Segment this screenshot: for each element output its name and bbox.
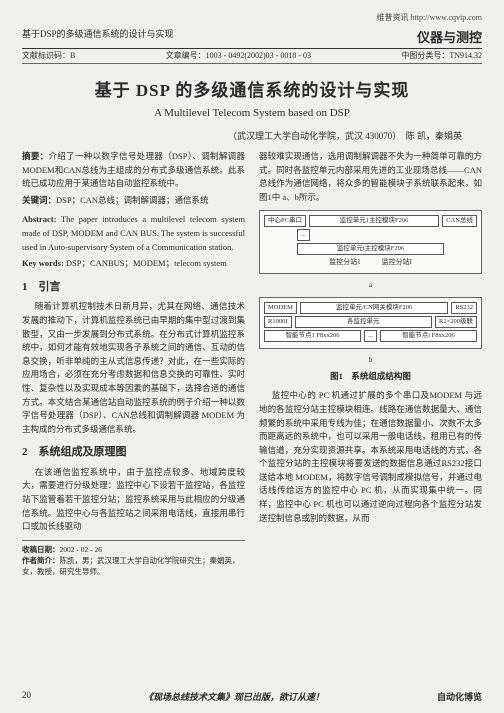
page-footer: 20 《现场总线技术文集》现已出版，欲订从速！ 自动化博览 [22,690,482,703]
article-meta: 文献标识码：B 文章编号：1003 - 0492(2002)03 - 0018 … [22,50,482,64]
diag-a-dots: ... [297,229,310,241]
footer-promo: 《现场总线技术文集》现已出版，欲订从速！ [144,690,324,703]
journal-section: 仪器与测控 [417,27,482,46]
article-footer-info: 收稿日期：2002 - 02 - 26 作者简介：陈凯，男；武汉理工大学自动化学… [22,540,245,578]
doc-code: 文献标识码：B [22,50,75,61]
section-2-heading: 2 系统组成及原理图 [22,444,245,462]
keywords-cn: 关键词：DSP；CAN总线；调制解调器；通信系统 [22,194,245,208]
section-1-heading: 1 引言 [22,279,245,297]
article-title-en: A Multilevel Telecom System based on DSP [22,107,482,119]
col2-para-2: 监控中心的 PC 机通过扩展的多个串口及MODEM 与远地的各监控分站主控模块相… [259,389,482,525]
keywords-en: Key words: DSP；CANBUS；MODEM；telecom syst… [22,257,245,271]
page-header: 基于DSP的多级通信系统的设计与实现 仪器与测控 [22,27,482,49]
figure-1-b: MODEM 监控单元/CN网关模块F206 RS232 R1000I 各监控单元… [259,297,482,348]
article-number: 文章编号：1003 - 0492(2002)03 - 0018 - 03 [166,50,311,61]
diag-b-r2: R2×200级联 [435,316,477,328]
section-2-body: 在该通信监控系统中，由于监控点较多、地域跨度较大，需要进行分级处理：监控中心下设… [22,466,245,534]
source-url: 维普资讯 http://www.cqvip.com [22,12,482,23]
right-column: 器较难实现通信，选用调制解调器不失为一种简单可靠的方式。同时各监控单元内部采用先… [259,150,482,578]
diag-b-node1: 智能节点1 F8xx206 [264,330,361,342]
col2-para-1: 器较难实现通信，选用调制解调器不失为一种简单可靠的方式。同时各监控单元内部采用先… [259,150,482,204]
diag-a-can: CAN总线 [442,215,477,227]
diag-a-bottom: 监控分站1 监控分站I [264,257,477,268]
abstract-en: Abstract: The paper introduces a multile… [22,213,245,254]
authors-line: （武汉理工大学自动化学院，武汉 430070） 陈 凯，秦娟英 [22,129,482,142]
section-1-body: 随着计算机控制技术日新月异，尤其在网络、通信技术发展的推动下，计算机监控系统已由… [22,300,245,436]
diag-a-unit1: 监控单元1主控模块F206 [309,215,439,227]
figure-1-caption: 图1 系统组成结构图 [259,370,482,384]
diagram-a-label: a [259,280,482,291]
article-title-cn: 基于 DSP 的多级通信系统的设计与实现 [22,76,482,101]
figure-1-a: 中心PC串口 监控单元1主控模块F206 CAN总线 ... 监控单元i主控模块… [259,210,482,274]
page-number: 20 [22,690,31,703]
diag-b-gate: 监控单元/CN网关模块F206 [300,302,448,314]
diag-b-rs232: RS232 [451,302,477,314]
classification: 中图分类号：TN914.32 [401,50,482,61]
diag-b-nodedots: ... [364,330,377,342]
diag-a-left: 中心PC串口 [264,215,306,227]
journal-name: 自动化博览 [437,690,482,703]
abstract-cn: 摘要：介绍了一种以数字信号处理器（DSP）、调制解调器MODEM和CAN总线为主… [22,150,245,191]
diag-b-r1: R1000I [264,316,292,328]
diagram-b-label: b [259,355,482,366]
diag-b-nodei: 智能节点i F8xx206 [380,330,477,342]
diag-b-modem: MODEM [264,302,297,314]
left-column: 摘要：介绍了一种以数字信号处理器（DSP）、调制解调器MODEM和CAN总线为主… [22,150,245,578]
diag-a-uniti: 监控单元i主控模块F206 [297,243,444,255]
diag-b-units: 各监控单元 [295,316,432,328]
running-title: 基于DSP的多级通信系统的设计与实现 [22,27,174,46]
